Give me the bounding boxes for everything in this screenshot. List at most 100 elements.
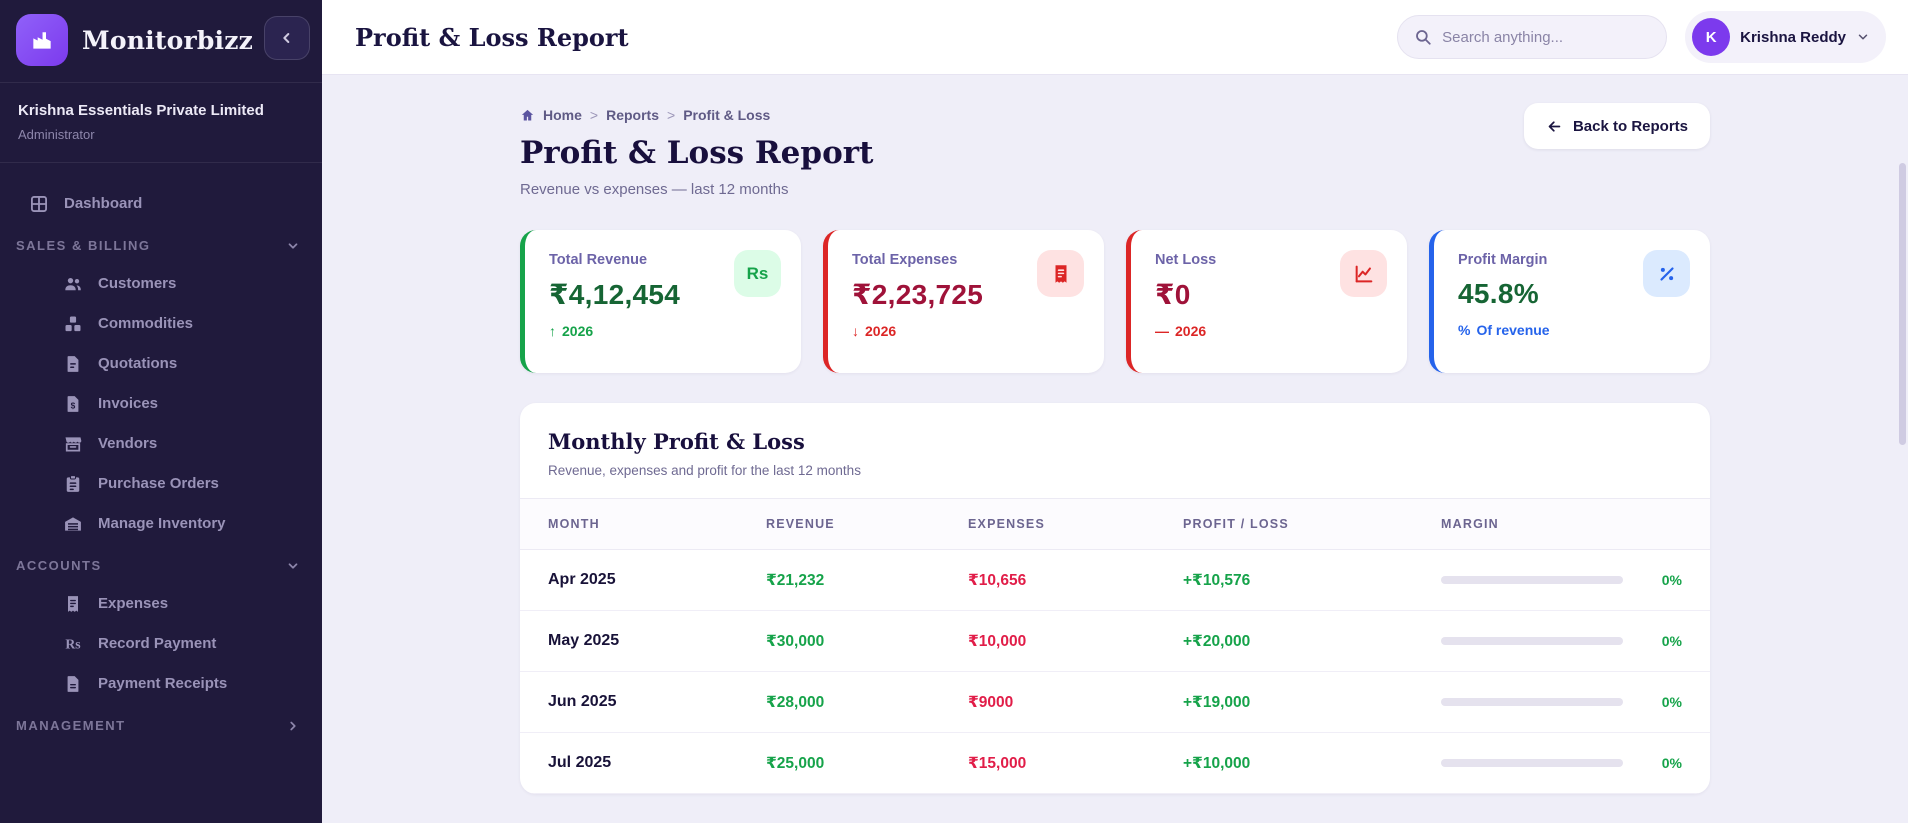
cell-month: Jul 2025 (548, 754, 612, 771)
summary-cards: Total Revenue ₹4,12,454 ↑ 2026 Rs Total … (520, 230, 1710, 373)
sidebar-item-label: Purchase Orders (98, 475, 219, 492)
margin-progress-bar (1441, 698, 1623, 706)
card-label: Total Revenue (549, 252, 648, 268)
sidebar-item-purchase-orders[interactable]: Purchase Orders (0, 467, 322, 501)
breadcrumb-separator: > (589, 107, 599, 123)
sidebar-item-label: Commodities (98, 315, 194, 332)
card-total-expenses: Total Expenses ₹2,23,725 ↓ 2026 (823, 230, 1104, 373)
card-label: Total Expenses (852, 252, 958, 268)
company-role: Administrator (18, 126, 95, 142)
margin-progress-bar (1441, 759, 1623, 767)
main-area: Profit & Loss Report K Krishna Reddy (322, 0, 1908, 823)
sidebar-item-label: Vendors (98, 435, 158, 452)
card-total-revenue: Total Revenue ₹4,12,454 ↑ 2026 Rs (520, 230, 801, 373)
card-label: Net Loss (1155, 252, 1217, 268)
chart-line-icon (1340, 250, 1387, 297)
cell-expenses: ₹10,656 (968, 571, 1027, 589)
col-expenses: EXPENSES (968, 517, 1045, 531)
rupee-icon: Rs (734, 250, 781, 297)
payment-receipts-icon (62, 673, 84, 695)
card-value: ₹4,12,454 (549, 279, 681, 310)
sidebar-item-quotations[interactable]: Quotations (0, 347, 322, 381)
card-profit-margin: Profit Margin 45.8% % Of revenue (1429, 230, 1710, 373)
sidebar-item-record-payment[interactable]: Rs Record Payment (0, 627, 322, 661)
divider (0, 82, 322, 83)
sidebar-item-manage-inventory[interactable]: Manage Inventory (0, 507, 322, 541)
monthly-pl-table-card: Monthly Profit & Loss Revenue, expenses … (520, 403, 1710, 794)
customers-icon (62, 273, 84, 295)
search-input[interactable] (1442, 28, 1651, 46)
cell-profit: +₹10,000 (1183, 754, 1251, 772)
sidebar-section-sales-billing[interactable]: SALES & BILLING (0, 231, 322, 261)
section-label: MANAGEMENT (16, 718, 126, 733)
card-trend-text: 2026 (562, 323, 594, 339)
svg-text:Rs: Rs (65, 636, 81, 651)
header-right: K Krishna Reddy (1397, 11, 1886, 63)
cell-profit: +₹19,000 (1183, 693, 1251, 711)
divider (0, 161, 322, 163)
sidebar-item-vendors[interactable]: Vendors (0, 427, 322, 461)
sidebar-section-management[interactable]: MANAGEMENT (0, 711, 322, 741)
table-title: Monthly Profit & Loss (548, 429, 805, 454)
card-value: 45.8% (1458, 278, 1539, 309)
margin-progress-bar (1441, 637, 1623, 645)
sidebar-item-invoices[interactable]: $ Invoices (0, 387, 322, 421)
card-trend: — 2026 (1155, 323, 1387, 339)
sidebar: Monitorbizz Krishna Essentials Private L… (0, 0, 322, 823)
arrow-up-icon: ↑ (549, 323, 556, 339)
chevron-down-icon (286, 239, 300, 253)
sidebar-item-label: Expenses (98, 595, 169, 612)
breadcrumb-and-title: Home > Reports > Profit & Loss Profit & … (520, 107, 873, 198)
sidebar-item-expenses[interactable]: Expenses (0, 587, 322, 621)
cell-expenses: ₹9000 (968, 693, 1014, 711)
margin-value: 0% (1661, 694, 1682, 710)
table-subtitle: Revenue, expenses and profit for the las… (548, 463, 861, 478)
sidebar-item-customers[interactable]: Customers (0, 267, 322, 301)
page-title: Profit & Loss Report (520, 135, 874, 171)
brand-logo-icon (16, 14, 68, 66)
home-icon (520, 108, 535, 123)
breadcrumb-current: Profit & Loss (683, 107, 771, 123)
search-box[interactable] (1397, 15, 1668, 59)
cell-revenue: ₹25,000 (766, 754, 825, 772)
back-button-label: Back to Reports (1572, 117, 1688, 135)
rupee-rs-icon: Rs (62, 633, 84, 655)
inventory-warehouse-icon (62, 513, 84, 535)
sidebar-collapse-button[interactable] (264, 16, 310, 60)
cell-month: Jun 2025 (548, 693, 617, 710)
breadcrumb-reports[interactable]: Reports (606, 107, 659, 123)
col-revenue: REVENUE (766, 517, 835, 531)
user-menu[interactable]: K Krishna Reddy (1685, 11, 1886, 63)
sidebar-item-label: Customers (98, 275, 177, 292)
card-value: ₹2,23,725 (852, 279, 984, 310)
sidebar-item-dashboard[interactable]: Dashboard (0, 187, 322, 221)
back-to-reports-button[interactable]: Back to Reports (1523, 103, 1710, 149)
card-value: ₹0 (1155, 279, 1191, 310)
breadcrumb-home[interactable]: Home (543, 107, 582, 123)
cell-margin: 0% (1441, 633, 1682, 649)
percent-icon (1643, 250, 1690, 297)
table-header-block: Monthly Profit & Loss Revenue, expenses … (520, 403, 1710, 498)
vertical-scrollbar[interactable] (1899, 163, 1906, 445)
arrow-left-icon (1546, 118, 1563, 135)
cell-revenue: ₹21,232 (766, 571, 825, 589)
col-profit-loss: PROFIT / LOSS (1183, 517, 1289, 531)
chevron-right-icon (286, 719, 300, 733)
section-label: ACCOUNTS (16, 558, 102, 573)
page-subtitle: Revenue vs expenses — last 12 months (520, 181, 789, 198)
cell-profit: +₹10,576 (1183, 571, 1251, 589)
sidebar-item-commodities[interactable]: Commodities (0, 307, 322, 341)
card-trend-text: Of revenue (1476, 322, 1550, 338)
sidebar-item-label: Payment Receipts (98, 675, 228, 692)
avatar: K (1692, 18, 1731, 56)
cell-month: Apr 2025 (548, 571, 616, 588)
top-header: Profit & Loss Report K Krishna Reddy (322, 0, 1908, 75)
col-margin: MARGIN (1441, 517, 1499, 531)
sidebar-item-payment-receipts[interactable]: Payment Receipts (0, 667, 322, 701)
sidebar-section-accounts[interactable]: ACCOUNTS (0, 551, 322, 581)
breadcrumb: Home > Reports > Profit & Loss (520, 107, 873, 123)
dash-icon: — (1155, 323, 1169, 339)
page-content: Home > Reports > Profit & Loss Profit & … (322, 75, 1908, 823)
company-name: Krishna Essentials Private Limited (18, 102, 264, 119)
header-title: Profit & Loss Report (355, 22, 629, 52)
